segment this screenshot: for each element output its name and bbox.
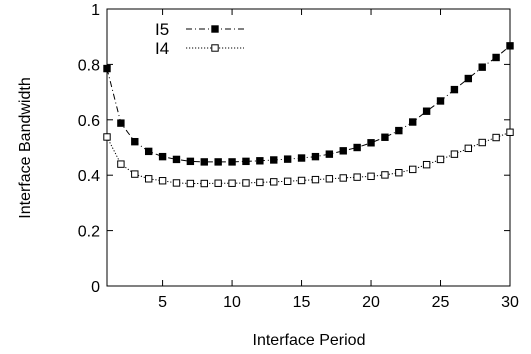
- series-line: [106, 131, 511, 185]
- data-point: [117, 160, 125, 168]
- data-point: [131, 170, 139, 178]
- data-point: [464, 74, 473, 83]
- data-point: [242, 157, 250, 166]
- data-point: [256, 157, 264, 165]
- y-tick-label: 1: [91, 2, 100, 19]
- data-point: [270, 156, 278, 164]
- data-point: [478, 138, 486, 147]
- data-point: [311, 175, 320, 184]
- legend-item-i5: I5: [155, 20, 244, 39]
- series-i4: [103, 128, 514, 188]
- data-point: [506, 128, 514, 136]
- series-layer: [103, 42, 514, 188]
- data-point: [478, 63, 486, 71]
- data-point: [381, 133, 389, 141]
- x-tick-label: 10: [223, 294, 241, 311]
- data-point: [144, 175, 153, 183]
- y-axis-label: Interface Bandwidth: [17, 77, 34, 218]
- data-point: [367, 172, 375, 181]
- data-point: [186, 179, 195, 188]
- data-point: [200, 179, 208, 188]
- legend-label: I5: [155, 20, 169, 39]
- data-point: [381, 171, 389, 179]
- legend-item-i4: I4: [155, 39, 244, 58]
- data-point: [186, 157, 195, 166]
- series-line: [106, 45, 511, 163]
- data-point: [144, 147, 153, 156]
- data-point: [228, 158, 236, 166]
- data-point: [367, 139, 375, 147]
- data-point: [172, 155, 181, 164]
- data-point: [103, 64, 111, 73]
- data-point: [214, 179, 222, 187]
- data-point: [422, 160, 431, 169]
- x-tick-label: 15: [293, 294, 311, 311]
- data-point: [172, 179, 181, 187]
- data-point: [117, 119, 125, 127]
- data-point: [339, 147, 347, 155]
- data-point: [353, 143, 361, 152]
- data-point: [270, 178, 278, 186]
- data-point: [450, 85, 459, 94]
- data-point: [339, 174, 347, 182]
- data-point: [395, 169, 403, 177]
- data-point: [492, 53, 500, 62]
- plot-frame: [106, 8, 511, 287]
- x-axis-label: Interface Period: [253, 332, 366, 349]
- y-tick-label: 0.6: [78, 113, 100, 130]
- data-point: [283, 155, 292, 163]
- legend-marker: [211, 44, 219, 52]
- data-point: [353, 173, 361, 181]
- data-point: [409, 165, 417, 174]
- data-point: [214, 158, 222, 166]
- data-point: [436, 155, 445, 164]
- data-point: [103, 133, 111, 141]
- data-point: [242, 179, 250, 187]
- data-point: [158, 152, 167, 161]
- data-point: [325, 150, 334, 158]
- data-point: [464, 144, 473, 153]
- data-point: [422, 107, 431, 115]
- legend-marker: [211, 25, 219, 33]
- y-tick-label: 0.8: [78, 57, 100, 74]
- data-point: [506, 42, 514, 50]
- data-point: [131, 137, 139, 146]
- x-tick-label: 5: [158, 294, 167, 311]
- x-tick-label: 20: [362, 294, 380, 311]
- x-tick-label: 30: [501, 294, 519, 311]
- y-tick-label: 0: [91, 279, 100, 296]
- data-point: [158, 177, 167, 185]
- data-point: [200, 158, 208, 166]
- data-point: [436, 97, 445, 105]
- data-point: [492, 133, 500, 142]
- data-point: [325, 175, 334, 183]
- data-point: [283, 177, 292, 185]
- data-point: [256, 178, 264, 187]
- series-i5: [103, 42, 514, 166]
- y-tick-label: 0.2: [78, 224, 100, 241]
- legend-label: I4: [155, 39, 169, 58]
- data-point: [297, 176, 306, 185]
- data-point: [395, 126, 403, 135]
- data-point: [228, 179, 236, 187]
- x-tick-label: 25: [432, 294, 450, 311]
- data-point: [409, 118, 417, 126]
- y-tick-label: 0.4: [78, 168, 100, 185]
- axis-ticks: 5 10 15 20 25 30 0 0.2 0.4 0.6 0.8 1: [78, 2, 519, 311]
- data-point: [297, 154, 306, 162]
- data-point: [311, 152, 320, 161]
- data-point: [450, 150, 459, 158]
